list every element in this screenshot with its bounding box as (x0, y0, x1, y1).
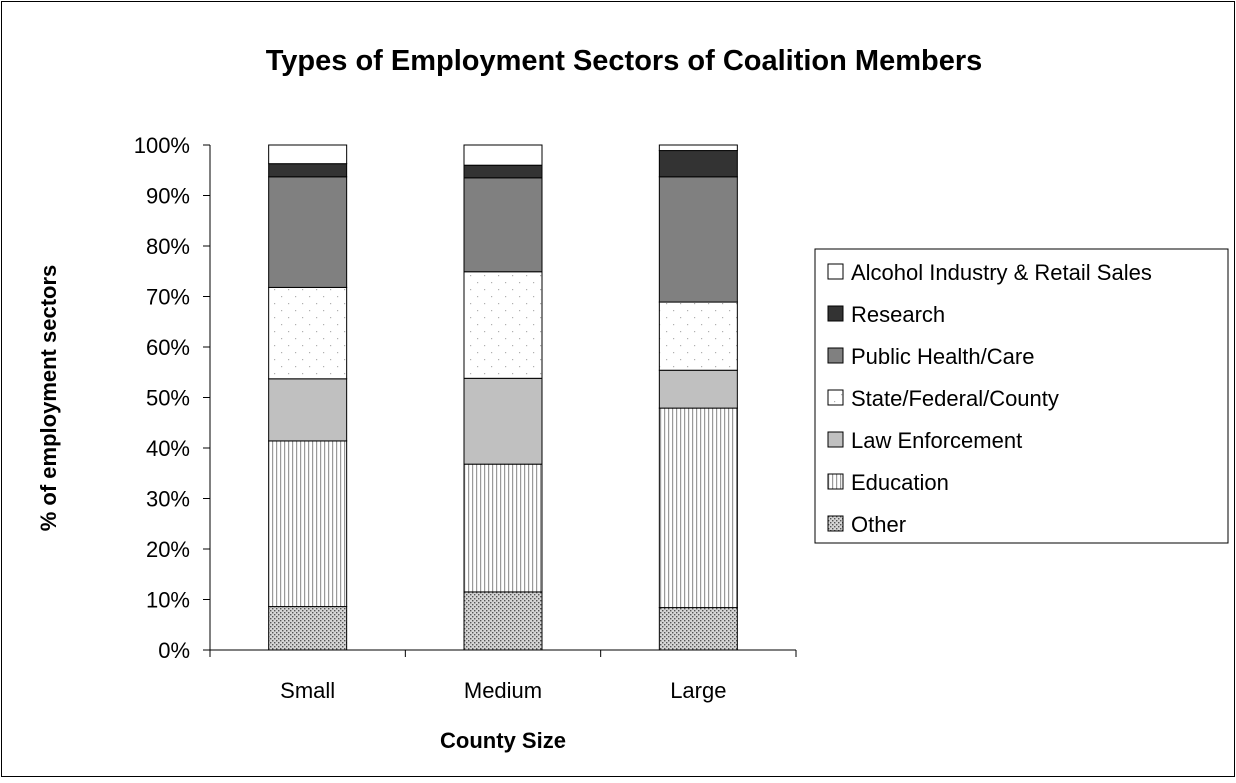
legend-label-law-enforcement: Law Enforcement (851, 428, 1022, 453)
bar-segment-medium-state-federal-county (463, 271, 543, 379)
x-axis-ticks: Small Medium Large (209, 650, 797, 703)
x-tick-label: Medium (464, 678, 542, 703)
bar-segment-medium-public-health-care (463, 177, 543, 273)
bar-segment-medium-other (463, 591, 543, 651)
chart-title: Types of Employment Sectors of Coalition… (266, 45, 983, 77)
x-tick-label: Large (670, 678, 726, 703)
x-tick-label: Small (280, 678, 335, 703)
y-tick-label: 10% (146, 588, 190, 613)
legend-label-other: Other (851, 512, 906, 537)
legend-swatch-state-federal-county (827, 389, 844, 406)
bar-segment-medium-education (463, 463, 543, 593)
legend-label-state-federal-county: State/Federal/County (851, 386, 1059, 411)
y-tick-label: 100% (134, 133, 190, 158)
y-tick-label: 70% (146, 285, 190, 310)
bar-segment-large-state-federal-county (658, 301, 738, 371)
bar-segment-small-law-enforcement (268, 378, 348, 442)
bar-segment-small-state-federal-county (268, 286, 348, 380)
y-tick-label: 20% (146, 537, 190, 562)
y-tick-label: 90% (146, 184, 190, 209)
bar-segment-large-law-enforcement (658, 369, 738, 409)
legend-label-education: Education (851, 470, 949, 495)
legend-box (814, 248, 1229, 544)
legend-swatch-public-health-care (827, 347, 844, 364)
y-tick-label: 60% (146, 335, 190, 360)
legend-swatch-research (827, 305, 844, 322)
bar-segment-medium-alcohol-industry-retail-sales (463, 144, 543, 166)
y-tick-label: 80% (146, 234, 190, 259)
y-tick-label: 0% (158, 638, 190, 663)
bars-group (268, 144, 738, 651)
bar-segment-small-alcohol-industry-retail-sales (268, 144, 348, 165)
y-tick-label: 30% (146, 487, 190, 512)
bar-segment-small-other (268, 606, 348, 651)
legend-swatch-law-enforcement (827, 431, 844, 448)
y-tick-label: 40% (146, 436, 190, 461)
bar-segment-small-public-health-care (268, 176, 348, 288)
bar-segment-large-public-health-care (658, 176, 738, 303)
bar-segment-medium-law-enforcement (463, 377, 543, 465)
legend-label-public-health-care: Public Health/Care (851, 344, 1034, 369)
legend-label-alcohol-industry-retail-sales: Alcohol Industry & Retail Sales (851, 260, 1152, 285)
bar-segment-large-education (658, 407, 738, 609)
y-axis-ticks: 0% 10% 20% 30% 40% 50% 60% 70% 80% 90% 100% (134, 133, 210, 663)
y-axis-label: % of employment sectors (36, 265, 61, 532)
legend-swatch-other (827, 515, 844, 532)
legend-label-research: Research (851, 302, 945, 327)
y-tick-label: 50% (146, 386, 190, 411)
bar-segment-large-research (658, 150, 738, 178)
legend-swatch-alcohol-industry-retail-sales (827, 263, 844, 280)
bar-segment-large-alcohol-industry-retail-sales (658, 144, 738, 152)
legend: Alcohol Industry & Retail Sales Research P… (814, 248, 1229, 544)
bar-segment-large-other (658, 607, 738, 651)
bar-segment-medium-research (463, 164, 543, 179)
bar-segment-small-research (268, 163, 348, 178)
x-axis-label: County Size (440, 728, 566, 753)
legend-swatch-education (827, 473, 844, 490)
bar-segment-small-education (268, 440, 348, 608)
